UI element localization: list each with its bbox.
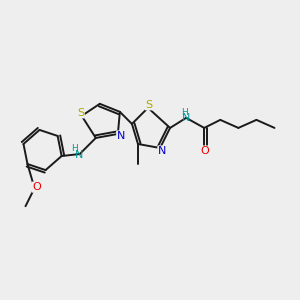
Text: S: S [77,108,84,118]
Text: N: N [182,113,190,123]
Text: H: H [71,145,78,154]
Text: S: S [146,100,153,110]
Text: H: H [181,108,188,117]
Text: N: N [158,146,166,156]
Text: N: N [74,150,83,160]
Text: N: N [117,131,125,141]
Text: O: O [201,146,210,156]
Text: O: O [32,182,41,192]
